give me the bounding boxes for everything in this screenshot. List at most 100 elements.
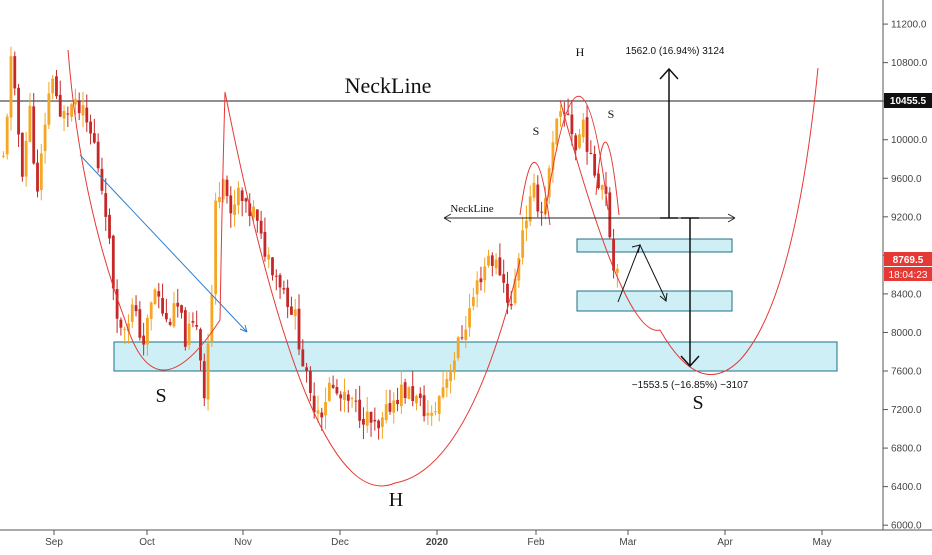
trend-line[interactable] [79, 154, 248, 333]
candle [513, 268, 517, 306]
candle-body [574, 135, 578, 151]
candle-body [108, 214, 111, 239]
candle-body [13, 56, 17, 89]
candle-body [346, 394, 350, 401]
candle [123, 326, 127, 344]
candle-body [335, 387, 339, 394]
candle-body [585, 117, 589, 152]
candle-body [396, 399, 399, 405]
candle-body [51, 78, 55, 94]
candle-body [350, 398, 354, 400]
candle [218, 182, 221, 209]
candle-body [111, 235, 115, 289]
annotation-neckline-small: NeckLine [450, 203, 493, 215]
candle [191, 312, 195, 328]
candle [593, 145, 597, 178]
candle-body [449, 372, 453, 382]
candle [183, 307, 187, 351]
candle-body [540, 211, 543, 213]
candle-body [578, 134, 581, 148]
price-tick-label: 7200.0 [891, 405, 922, 416]
candle [335, 379, 339, 396]
candle-body [316, 410, 320, 414]
candle [441, 372, 445, 399]
candle [214, 192, 218, 305]
candle [604, 171, 608, 207]
candle [555, 118, 559, 151]
candle-body [157, 291, 161, 297]
time-tick-label: 2020 [426, 537, 449, 548]
candle-body [327, 382, 331, 401]
candle-body [483, 266, 487, 281]
candle [453, 351, 456, 380]
candle-body [183, 310, 187, 347]
candle [517, 253, 521, 288]
candle-body [43, 124, 47, 152]
price-tick-label: 9600.0 [891, 174, 922, 185]
candle [396, 387, 399, 412]
candle-body [339, 394, 343, 399]
candle [551, 130, 555, 183]
candle [92, 118, 96, 144]
candle [115, 279, 119, 334]
candle [89, 114, 92, 145]
candle [255, 209, 259, 233]
time-tick-label: May [813, 537, 832, 548]
candle-body [513, 278, 517, 304]
candle [259, 210, 263, 239]
candle-body [487, 255, 490, 266]
candle [111, 234, 115, 301]
target-zone-lower[interactable] [576, 290, 733, 312]
candle [407, 386, 411, 400]
candle [365, 397, 369, 433]
candle-body [430, 412, 434, 416]
candle-body [343, 391, 346, 400]
candle-body [119, 319, 123, 328]
candle [51, 75, 55, 100]
candle-body [172, 303, 176, 327]
candle-body [180, 305, 183, 313]
candle [426, 400, 430, 425]
measure-down-label: −1553.5 (−16.85%) −3107 [632, 380, 749, 391]
candle-body [354, 400, 358, 402]
candle [282, 280, 286, 295]
candle-body [506, 283, 509, 303]
candle-body [399, 384, 403, 407]
candle [39, 144, 43, 201]
candle-body [528, 196, 532, 222]
trend-line-arrowhead [239, 324, 248, 333]
candle-body [195, 325, 199, 327]
candle-body [229, 195, 233, 214]
candle-body [369, 411, 373, 423]
price-tick-label: 9200.0 [891, 212, 922, 223]
target-zone-upper[interactable] [576, 238, 733, 253]
candle-body [608, 192, 612, 238]
candle [252, 200, 255, 222]
candle [388, 389, 392, 415]
candle-body [176, 302, 180, 307]
candle-body [2, 155, 5, 157]
candle [532, 173, 536, 202]
candle-body [566, 113, 570, 115]
time-tick-label: Oct [139, 537, 155, 548]
candle [415, 394, 418, 411]
annotation-h-bottom: H [389, 489, 403, 511]
annotation-s-small-right: S [608, 107, 615, 121]
annotation-s-small-left: S [533, 124, 540, 138]
candle [434, 401, 437, 416]
candle-body [570, 114, 574, 135]
time-tick-label: Feb [527, 537, 545, 548]
candle [456, 335, 460, 361]
candle [62, 105, 66, 132]
support-zone-large[interactable] [113, 341, 838, 372]
time-axis-ticks: Sep Oct Nov Dec 2020 Feb Mar Apr May [45, 530, 831, 548]
candle-body [551, 142, 555, 170]
candle [578, 128, 581, 150]
candle [236, 181, 240, 215]
candle [195, 310, 199, 331]
candle [377, 419, 381, 440]
candle [153, 287, 157, 306]
candle [502, 259, 506, 293]
time-tick-label: Mar [619, 537, 637, 548]
